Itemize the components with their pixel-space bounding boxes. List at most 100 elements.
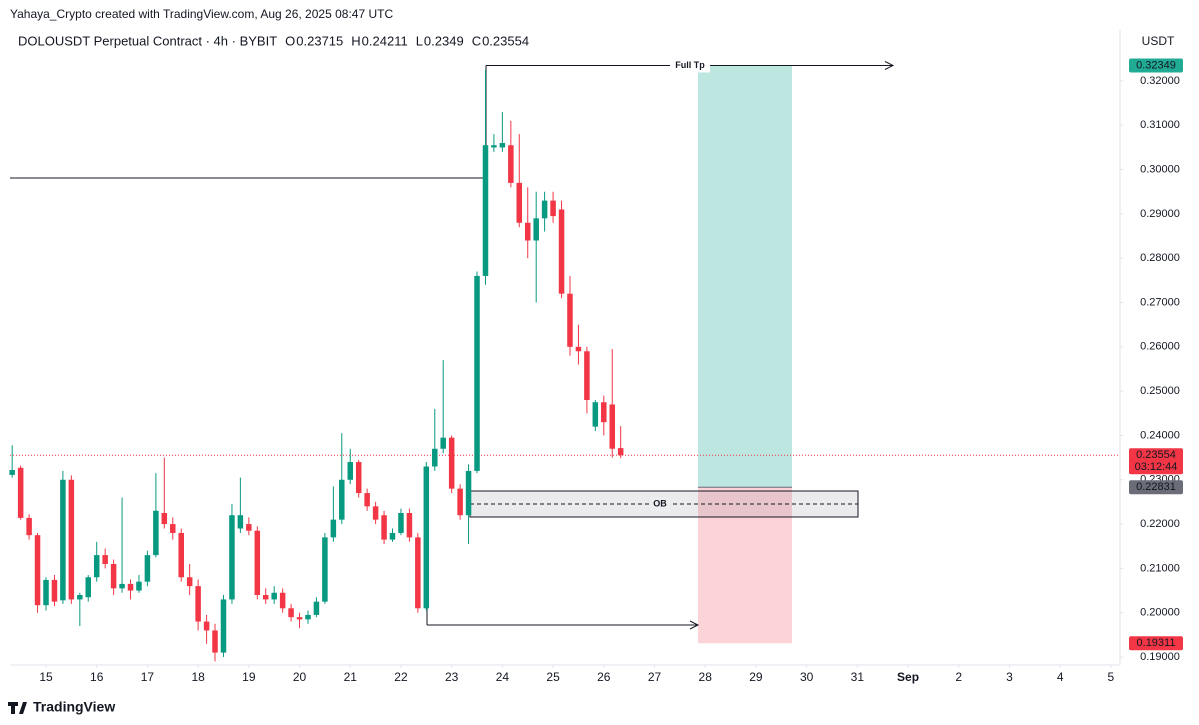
candle-body bbox=[102, 555, 108, 564]
candle-body bbox=[26, 517, 32, 536]
candle-body bbox=[465, 470, 472, 516]
ob-label-bg bbox=[650, 497, 670, 511]
candle-body bbox=[9, 470, 15, 475]
ohlc-value: 0.23554 bbox=[482, 33, 529, 48]
candle-body bbox=[68, 479, 75, 600]
y-tick-label: 0.26000 bbox=[1140, 341, 1180, 353]
x-tick-label: 24 bbox=[496, 670, 510, 684]
candle-body bbox=[170, 524, 176, 533]
ohlc-label: O bbox=[285, 33, 295, 48]
candle-body bbox=[43, 579, 49, 606]
x-tick-label: 25 bbox=[546, 670, 560, 684]
candle-body bbox=[17, 467, 24, 518]
candle-body bbox=[508, 145, 514, 183]
x-tick-label: 18 bbox=[191, 670, 205, 684]
symbol: DOLOUSDT Perpetual Contract · 4h · BYBIT bbox=[18, 33, 277, 48]
y-tick-label: 0.27000 bbox=[1140, 296, 1180, 308]
x-tick-label: 21 bbox=[344, 670, 358, 684]
price-tag-bg bbox=[1129, 58, 1183, 73]
candle-body bbox=[110, 563, 117, 589]
price-tag: 0.23554 bbox=[1136, 449, 1176, 461]
candle-body bbox=[313, 601, 320, 615]
plot: OB Full Tp bbox=[9, 58, 1120, 662]
candle-body bbox=[186, 577, 193, 587]
candle-body bbox=[237, 515, 244, 529]
ohlc-label: H bbox=[351, 33, 360, 48]
candle-body bbox=[195, 586, 201, 622]
candle-body bbox=[601, 402, 607, 423]
candle-body bbox=[482, 145, 489, 276]
price-tag-bg bbox=[1129, 636, 1183, 651]
tp-label: Full Tp bbox=[675, 60, 705, 70]
candle-body bbox=[558, 209, 565, 294]
candle-body bbox=[423, 466, 430, 609]
y-tick-label: 0.31000 bbox=[1140, 119, 1180, 131]
x-tick-label: 19 bbox=[242, 670, 256, 684]
x-tick-label: 31 bbox=[851, 670, 865, 684]
candle-body bbox=[212, 630, 218, 653]
candle-body bbox=[296, 617, 303, 620]
x-tick-label: 16 bbox=[90, 670, 104, 684]
candle-body bbox=[398, 513, 404, 533]
brand-name: TradingView bbox=[33, 699, 115, 715]
x-tick-label: 29 bbox=[749, 670, 763, 684]
candle-body bbox=[60, 479, 66, 601]
candle-body bbox=[355, 462, 362, 494]
legend: DOLOUSDT Perpetual Contract · 4h · BYBIT… bbox=[18, 33, 529, 48]
candle-body bbox=[161, 513, 168, 525]
candle-body bbox=[381, 515, 387, 540]
candle-body bbox=[85, 577, 91, 598]
candle-body bbox=[364, 493, 370, 507]
tp-label-bg bbox=[670, 58, 710, 73]
ob-label: OB bbox=[653, 498, 667, 508]
x-tick-label: 23 bbox=[445, 670, 459, 684]
candle-body bbox=[330, 519, 337, 538]
candle-body bbox=[262, 594, 269, 600]
candle-body bbox=[279, 592, 286, 609]
candle-body bbox=[389, 532, 396, 540]
brand: TradingView bbox=[8, 699, 115, 715]
candle-body bbox=[305, 614, 311, 620]
ohlc-label: L bbox=[416, 33, 423, 48]
candle-body bbox=[93, 555, 100, 578]
low-arrow bbox=[689, 620, 700, 630]
candle-body bbox=[516, 182, 523, 223]
x-tick-label: 26 bbox=[597, 670, 611, 684]
logo bbox=[8, 702, 27, 714]
candle-body bbox=[127, 583, 134, 591]
candle-body bbox=[457, 488, 463, 516]
x-tick-label: 4 bbox=[1057, 670, 1064, 684]
candle-body bbox=[440, 437, 446, 449]
price-tag-bg bbox=[1129, 448, 1183, 475]
tp-arrow bbox=[884, 61, 895, 70]
x-tick-label: 17 bbox=[141, 670, 155, 684]
y-tick-label: 0.30000 bbox=[1140, 163, 1180, 175]
candle-body bbox=[592, 402, 599, 427]
target-zone bbox=[698, 65, 792, 488]
candle-body bbox=[178, 532, 184, 578]
order-block: OB bbox=[469, 490, 859, 518]
candle-body bbox=[288, 608, 294, 618]
ohlc-label: C bbox=[472, 33, 481, 48]
candle-body bbox=[220, 599, 227, 653]
candle-body bbox=[567, 293, 573, 347]
ohlc-value: 0.23715 bbox=[296, 33, 343, 48]
candle-body bbox=[136, 581, 142, 591]
price-tag: 0.32349 bbox=[1136, 59, 1176, 71]
candle-body bbox=[584, 351, 590, 401]
price-tag: 0.22831 bbox=[1136, 481, 1176, 493]
candle-body bbox=[448, 437, 455, 489]
y-tick-label: 0.19000 bbox=[1140, 651, 1180, 663]
candle-body bbox=[372, 506, 379, 520]
currency: USDT bbox=[1142, 34, 1175, 48]
candle-body bbox=[144, 555, 151, 582]
candle-body bbox=[271, 592, 277, 600]
candle-body bbox=[499, 142, 506, 148]
ohlc-value: 0.24211 bbox=[362, 33, 408, 48]
candle-body bbox=[203, 621, 210, 631]
y-tick-label: 0.32000 bbox=[1140, 75, 1180, 87]
candle-body bbox=[347, 462, 354, 480]
candle-body bbox=[246, 524, 252, 531]
x-tick-label: Sep bbox=[897, 670, 919, 684]
